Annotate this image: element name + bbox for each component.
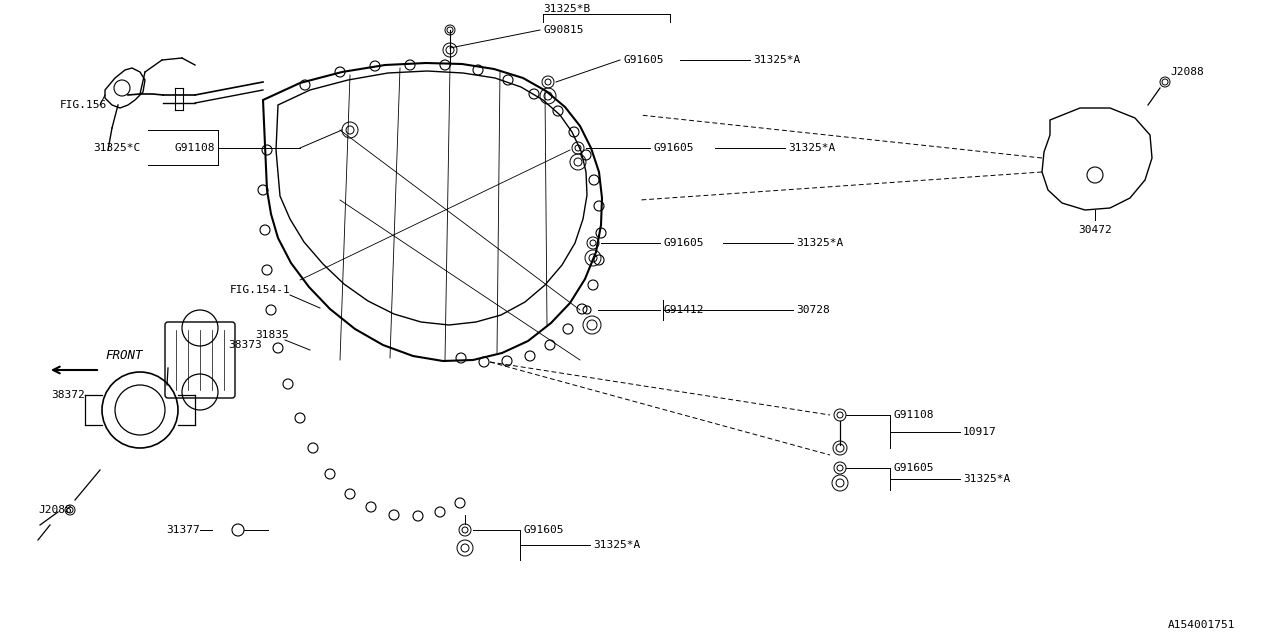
Text: G91605: G91605 (893, 463, 933, 473)
Text: 31325*A: 31325*A (796, 238, 844, 248)
Text: 31325*A: 31325*A (593, 540, 640, 550)
Text: FIG.156: FIG.156 (60, 100, 108, 110)
Text: 31325*A: 31325*A (788, 143, 836, 153)
Text: 30472: 30472 (1078, 225, 1112, 235)
Text: G91605: G91605 (524, 525, 563, 535)
Text: G91412: G91412 (663, 305, 704, 315)
Text: 38372: 38372 (51, 390, 84, 400)
Text: G91108: G91108 (174, 143, 215, 153)
Text: A154001751: A154001751 (1167, 620, 1235, 630)
Text: G91605: G91605 (663, 238, 704, 248)
Text: 31325*B: 31325*B (543, 4, 590, 14)
Text: G91605: G91605 (623, 55, 663, 65)
Text: 31325*C: 31325*C (92, 143, 140, 153)
Text: G91108: G91108 (893, 410, 933, 420)
Text: G90815: G90815 (543, 25, 584, 35)
Text: 31835: 31835 (255, 330, 289, 340)
Text: G91605: G91605 (653, 143, 694, 153)
Text: FIG.154-1: FIG.154-1 (230, 285, 291, 295)
Text: 31325*A: 31325*A (753, 55, 800, 65)
Text: 38373: 38373 (228, 340, 261, 350)
Text: FRONT: FRONT (105, 349, 142, 362)
Text: 31377: 31377 (166, 525, 200, 535)
Text: J2088: J2088 (1170, 67, 1203, 77)
Text: J2088: J2088 (38, 505, 72, 515)
Text: 31325*A: 31325*A (963, 474, 1010, 484)
Text: 30728: 30728 (796, 305, 829, 315)
Text: 10917: 10917 (963, 427, 997, 437)
